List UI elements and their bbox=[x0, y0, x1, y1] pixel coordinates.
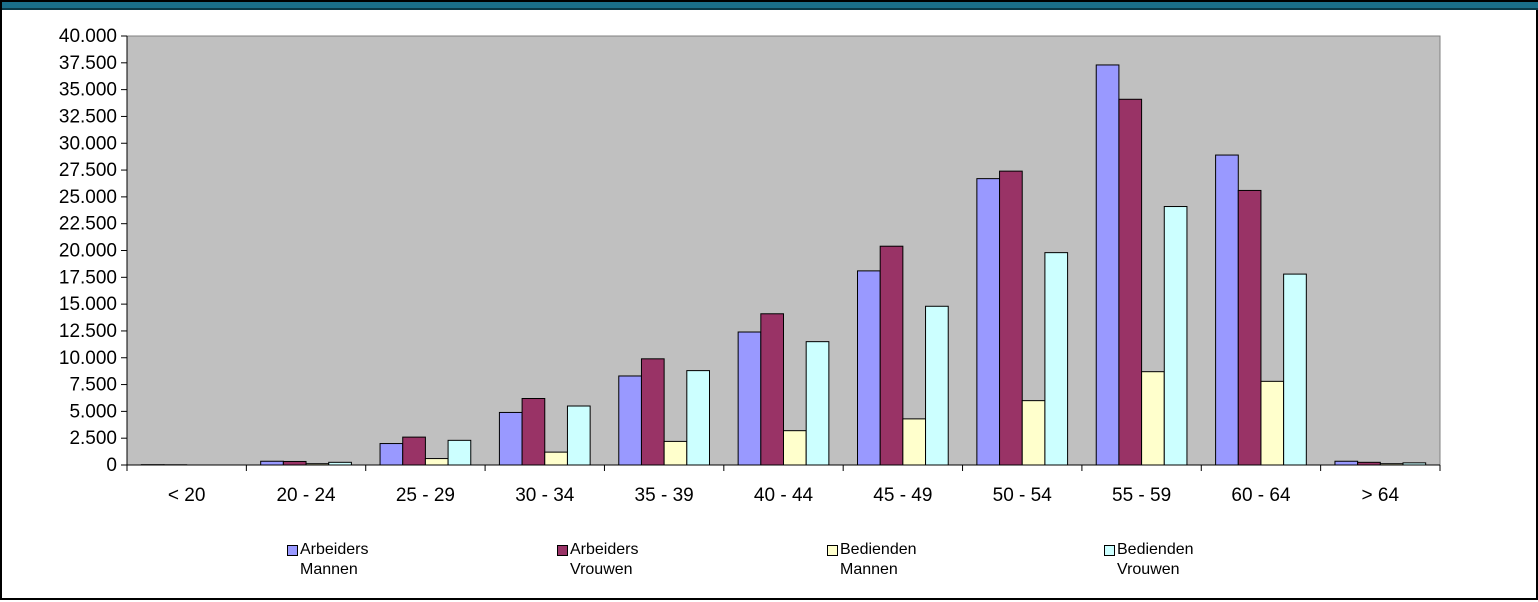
bar bbox=[545, 452, 568, 465]
y-tick-label: 37.500 bbox=[59, 53, 117, 74]
bar bbox=[329, 462, 352, 465]
y-tick-label: 15.000 bbox=[59, 294, 117, 315]
bar bbox=[1380, 464, 1403, 465]
x-tick-label: 35 - 39 bbox=[635, 485, 694, 506]
legend-swatch-arbeiders-vrouwen bbox=[557, 545, 568, 556]
bar bbox=[1096, 65, 1119, 465]
x-tick-label: 20 - 24 bbox=[276, 485, 336, 506]
legend-swatch-bedienden-vrouwen bbox=[1104, 545, 1115, 556]
bar bbox=[903, 419, 926, 465]
bar bbox=[926, 306, 949, 465]
bar bbox=[784, 431, 807, 465]
bar bbox=[567, 406, 590, 465]
bar bbox=[1119, 99, 1142, 465]
x-tick-label: > 64 bbox=[1362, 485, 1400, 506]
bar bbox=[1261, 381, 1284, 465]
y-tick-label: 30.000 bbox=[59, 133, 117, 154]
bar bbox=[261, 461, 284, 465]
bar bbox=[1358, 462, 1381, 465]
y-tick-label: 0 bbox=[106, 455, 117, 476]
bar bbox=[858, 271, 881, 465]
bar bbox=[619, 376, 642, 465]
bar bbox=[1164, 207, 1187, 465]
bar bbox=[380, 444, 403, 465]
y-tick-label: 20.000 bbox=[59, 241, 117, 262]
x-tick-label: 55 - 59 bbox=[1112, 485, 1171, 506]
bar bbox=[1284, 274, 1307, 465]
bar bbox=[1335, 461, 1358, 465]
y-tick-label: 32.500 bbox=[59, 106, 117, 127]
bar bbox=[977, 179, 1000, 465]
bar bbox=[1216, 155, 1239, 465]
x-tick-label: 40 - 44 bbox=[754, 485, 814, 506]
bar bbox=[806, 342, 829, 465]
y-tick-label: 22.500 bbox=[59, 214, 117, 235]
bar bbox=[687, 371, 710, 465]
y-tick-label: 25.000 bbox=[59, 187, 117, 208]
legend-swatch-arbeiders-mannen bbox=[287, 545, 298, 556]
legend-swatch-bedienden-mannen bbox=[827, 545, 838, 556]
bar bbox=[761, 314, 784, 465]
y-tick-label: 12.500 bbox=[59, 321, 117, 342]
x-tick-label: 30 - 34 bbox=[515, 485, 575, 506]
x-tick-label: 45 - 49 bbox=[873, 485, 932, 506]
x-tick-label: 25 - 29 bbox=[396, 485, 455, 506]
bar bbox=[880, 246, 903, 465]
bar bbox=[283, 461, 306, 465]
x-tick-label: 50 - 54 bbox=[993, 485, 1053, 506]
bar bbox=[448, 440, 471, 465]
x-tick-label: 60 - 64 bbox=[1231, 485, 1291, 506]
bar bbox=[1142, 372, 1165, 465]
bar bbox=[664, 441, 687, 465]
bar bbox=[403, 437, 426, 465]
bar bbox=[1403, 463, 1426, 465]
y-tick-label: 35.000 bbox=[59, 80, 117, 101]
bar bbox=[522, 399, 545, 465]
y-tick-label: 27.500 bbox=[59, 160, 117, 181]
y-tick-label: 17.500 bbox=[59, 267, 117, 288]
bar bbox=[306, 464, 329, 465]
bar bbox=[1022, 401, 1045, 465]
y-tick-label: 7.500 bbox=[69, 375, 117, 396]
x-tick-label: < 20 bbox=[168, 485, 206, 506]
bar bbox=[1045, 253, 1068, 465]
y-tick-label: 5.000 bbox=[69, 401, 117, 422]
bar bbox=[1000, 171, 1023, 465]
bar bbox=[425, 459, 448, 465]
y-tick-label: 2.500 bbox=[69, 428, 117, 449]
bar bbox=[738, 332, 761, 465]
bar bbox=[1238, 190, 1261, 465]
y-tick-label: 40.000 bbox=[59, 26, 117, 47]
bar bbox=[641, 359, 664, 465]
y-tick-label: 10.000 bbox=[59, 348, 117, 369]
bar bbox=[499, 412, 522, 465]
